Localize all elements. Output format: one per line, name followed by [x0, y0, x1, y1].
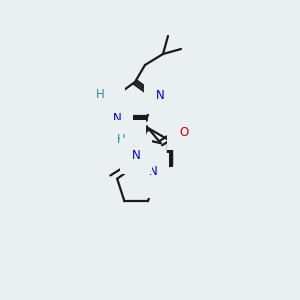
Text: N: N	[148, 165, 157, 178]
Text: N: N	[113, 112, 122, 125]
Text: N: N	[125, 132, 134, 145]
Text: N: N	[105, 89, 113, 102]
Text: O: O	[179, 126, 188, 139]
Text: N: N	[142, 173, 150, 187]
Text: N: N	[132, 149, 141, 163]
Text: H: H	[96, 88, 104, 101]
Text: H: H	[116, 133, 125, 146]
Text: N: N	[156, 89, 164, 102]
